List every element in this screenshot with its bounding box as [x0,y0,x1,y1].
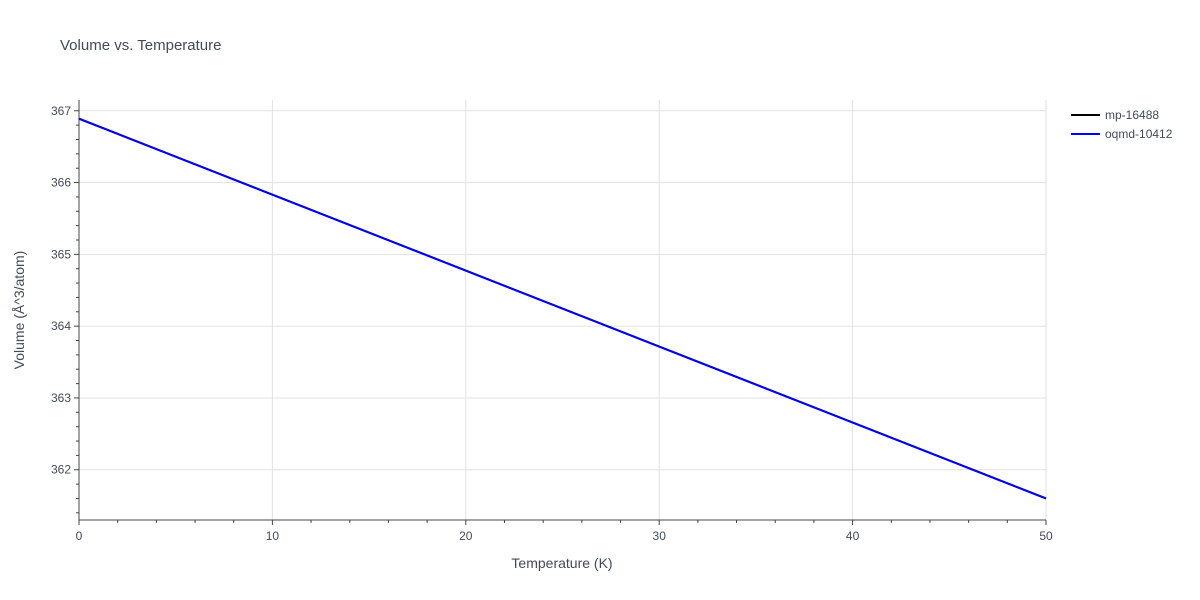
y-tick-label: 362 [51,463,71,477]
legend-label: oqmd-10412 [1105,127,1173,141]
grid [79,100,1047,520]
legend[interactable]: mp-16488 oqmd-10412 [1071,108,1173,141]
x-tick-label: 30 [653,529,667,543]
y-tick-label: 363 [51,391,71,405]
legend-item-mp-16488[interactable]: mp-16488 [1071,108,1159,122]
x-tick-label: 50 [1039,529,1053,543]
y-tick-label: 367 [51,104,71,118]
series-lines [78,117,1047,500]
y-tick-label: 366 [51,176,71,190]
x-tick-label: 20 [459,529,473,543]
legend-item-oqmd-10412[interactable]: oqmd-10412 [1071,127,1173,141]
x-tick-label: 10 [266,529,280,543]
x-tick-label: 40 [846,529,860,543]
axes [74,100,1047,525]
series-line-oqmd-10412 [78,117,1047,500]
tick-labels: 0 10 20 30 40 50 362 363 364 365 366 367 [51,104,1053,543]
y-axis-title: Volume (Å^3/atom) [11,251,27,370]
x-tick-label: 0 [76,529,83,543]
x-axis-title: Temperature (K) [511,555,612,571]
legend-label: mp-16488 [1105,108,1159,122]
chart-title: Volume vs. Temperature [60,37,221,54]
y-tick-label: 364 [51,319,71,333]
y-tick-label: 365 [51,247,71,261]
